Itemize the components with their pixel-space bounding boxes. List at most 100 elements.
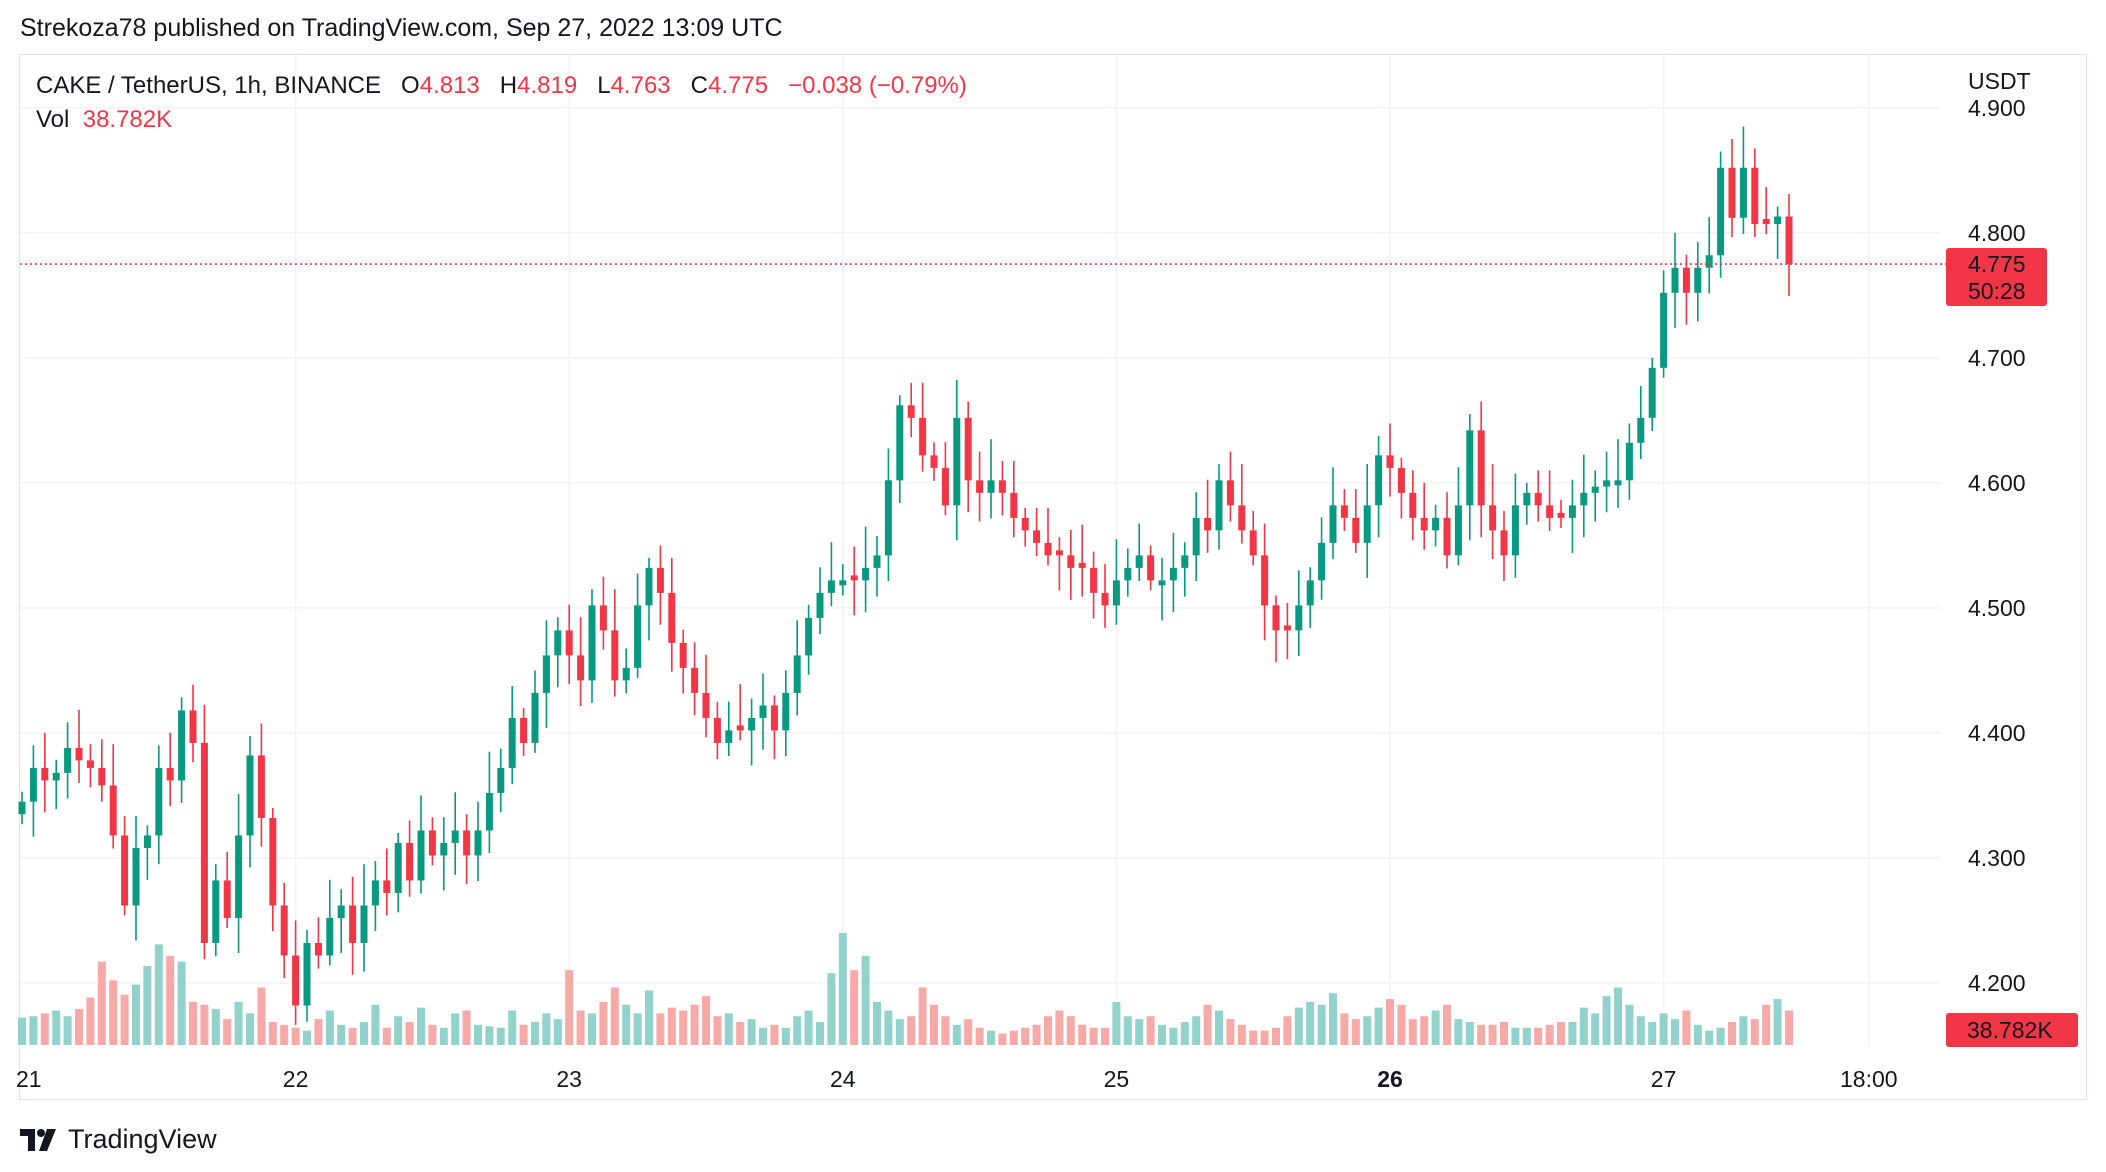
- volume-bar-32: [382, 1027, 391, 1045]
- candle-95: [1101, 564, 1109, 628]
- volume-bar-80: [930, 1004, 938, 1045]
- candle-12: [155, 745, 163, 865]
- candle-body-139: [1603, 480, 1611, 487]
- candle-body-135: [1557, 512, 1565, 518]
- volume-bar-74: [861, 955, 870, 1045]
- volume-bar-3: [52, 1010, 61, 1045]
- candle-137: [1580, 454, 1588, 538]
- volume-bar-64: [747, 1019, 756, 1045]
- candle-body-114: [1318, 542, 1326, 581]
- volume-bar-4: [63, 1016, 72, 1045]
- candle-11: [143, 825, 151, 880]
- candle-body-86: [998, 480, 1006, 493]
- volume-bar-70: [816, 1022, 824, 1045]
- candle-27: [326, 879, 334, 966]
- volume-bar-9: [120, 994, 129, 1045]
- tradingview-logo[interactable]: TradingView: [20, 1124, 217, 1155]
- candle-153: [1762, 187, 1770, 235]
- open-value: 4.813: [419, 72, 480, 99]
- candle-39: [463, 814, 471, 885]
- volume-bar-63: [736, 1022, 745, 1045]
- candle-125: [1443, 492, 1451, 569]
- candle-body-55: [645, 567, 653, 606]
- candle-body-51: [599, 605, 607, 631]
- volume-bar-55: [645, 990, 653, 1045]
- candle-150: [1728, 139, 1736, 238]
- candle-94: [1090, 551, 1098, 619]
- candle-body-37: [440, 842, 448, 856]
- candle-135: [1557, 499, 1565, 528]
- candle-body-0: [18, 801, 26, 815]
- volume-bar-66: [770, 1024, 779, 1045]
- volume-bar-50: [588, 1013, 596, 1045]
- volume-bar-43: [508, 1010, 517, 1045]
- candle-body-137: [1580, 492, 1588, 506]
- publisher-line: Strekoza78 published on TradingView.com,…: [20, 14, 783, 42]
- volume-bar-34: [405, 1022, 414, 1045]
- candle-body-146: [1682, 267, 1690, 293]
- candle-49: [577, 617, 585, 707]
- candle-115: [1329, 467, 1337, 560]
- candle-83: [964, 401, 972, 513]
- candle-body-65: [759, 705, 767, 718]
- candle-body-63: [736, 725, 744, 731]
- candle-146: [1682, 254, 1690, 325]
- volume-bar-142: [1636, 1016, 1645, 1045]
- volume-bar-103: [1192, 1016, 1201, 1045]
- candle-body-28: [337, 905, 345, 918]
- x-tick-label-2: 23: [556, 1066, 582, 1092]
- candle-45: [531, 670, 539, 753]
- chart-frame[interactable]: [19, 54, 2087, 1100]
- candle-26: [314, 917, 322, 969]
- volume-bar-56: [656, 1013, 665, 1045]
- volume-bar-15: [189, 1001, 197, 1045]
- volume-bar-109: [1260, 1030, 1269, 1045]
- candle-102: [1181, 542, 1189, 597]
- candle-body-104: [1204, 517, 1212, 531]
- candle-body-138: [1591, 486, 1599, 493]
- candle-61: [713, 701, 721, 760]
- volume-bar-96: [1112, 1001, 1121, 1045]
- close-value: 4.775: [708, 72, 769, 99]
- y-tick-label-1: 4.800: [1968, 220, 2026, 246]
- candle-29: [349, 876, 357, 975]
- candle-124: [1432, 504, 1440, 547]
- candle-body-91: [1055, 550, 1063, 556]
- candle-body-49: [577, 655, 585, 681]
- x-tick-label-3: 24: [830, 1066, 856, 1092]
- candle-body-42: [497, 767, 505, 793]
- candle-body-142: [1637, 417, 1645, 443]
- candle-41: [485, 751, 493, 853]
- volume-bar-69: [804, 1010, 813, 1045]
- candle-109: [1261, 523, 1269, 641]
- candle-86: [998, 460, 1006, 516]
- candle-body-12: [155, 767, 163, 836]
- candle-138: [1591, 470, 1599, 522]
- candle-119: [1375, 435, 1383, 538]
- volume-bar-12: [154, 944, 163, 1045]
- candle-body-88: [1021, 517, 1029, 531]
- candle-body-14: [178, 710, 186, 781]
- candle-118: [1363, 464, 1371, 578]
- candle-3: [52, 759, 60, 810]
- volume-bar-51: [599, 1001, 608, 1045]
- x-tick-label-1: 22: [283, 1066, 309, 1092]
- candle-75: [873, 535, 881, 597]
- candle-body-141: [1625, 442, 1633, 481]
- tradingview-logo-icon: [20, 1128, 56, 1151]
- volume-bar-99: [1146, 1016, 1155, 1045]
- symbol-label[interactable]: CAKE / TetherUS, 1h, BINANCE: [36, 72, 382, 99]
- candle-body-29: [349, 905, 357, 943]
- vol-label[interactable]: Vol: [36, 106, 70, 133]
- candle-57: [668, 557, 676, 672]
- candle-101: [1169, 532, 1177, 613]
- volume-bar-52: [610, 987, 619, 1045]
- volume-bar-131: [1511, 1027, 1520, 1045]
- candle-5: [75, 709, 83, 783]
- volume-bar-106: [1226, 1019, 1235, 1045]
- candle-9: [121, 816, 129, 916]
- candle-body-121: [1397, 467, 1405, 493]
- candle-44: [520, 707, 528, 757]
- candle-body-64: [748, 717, 756, 731]
